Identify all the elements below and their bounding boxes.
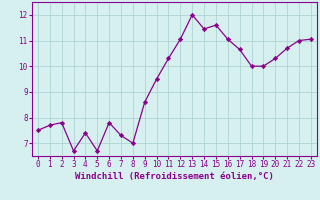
X-axis label: Windchill (Refroidissement éolien,°C): Windchill (Refroidissement éolien,°C) <box>75 172 274 181</box>
